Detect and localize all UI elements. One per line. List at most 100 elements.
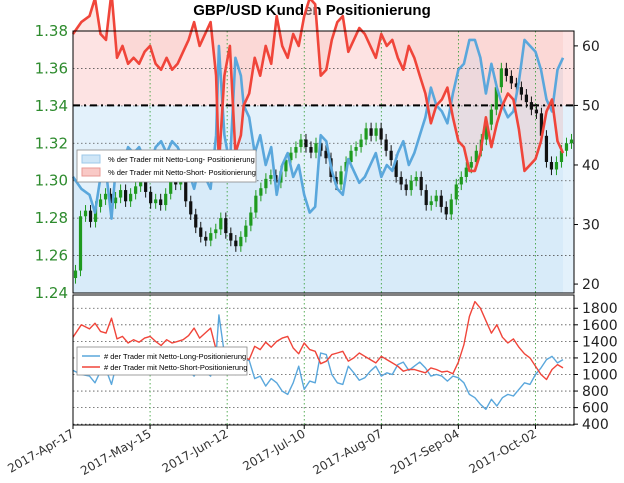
candle-body [439, 195, 443, 207]
candle-body [454, 184, 458, 200]
candle-body [504, 68, 508, 76]
candle-body [299, 139, 303, 148]
candle-body [379, 128, 383, 140]
candle-body [149, 191, 153, 204]
candle-body [184, 180, 188, 202]
legend-short-swatch [81, 167, 101, 177]
candle-body [229, 233, 233, 241]
candle-body [284, 160, 288, 172]
candle-body [404, 184, 408, 191]
right-tick-label-lower: 1600 [582, 318, 618, 334]
candle-body [244, 225, 248, 237]
candle-body [159, 199, 163, 206]
right-tick-label-lower: 1200 [582, 351, 618, 367]
candle-body [514, 83, 518, 88]
candle-body [364, 128, 368, 140]
candle-body [349, 150, 353, 162]
candle-body [369, 128, 373, 136]
candle-body [139, 178, 143, 187]
candle-body [169, 180, 173, 194]
legend-lower: # der Trader mit Netto-Long-Positionieru… [76, 346, 248, 376]
candle-body [174, 180, 178, 185]
candle-body [374, 128, 378, 136]
candle-body [194, 214, 198, 228]
candle-body [449, 199, 453, 215]
right-tick-label: 50 [582, 98, 600, 114]
candle-body [118, 190, 123, 198]
legend-long-label: % der Trader mit Netto-Long- Positionier… [108, 155, 255, 164]
candle-body [499, 68, 503, 88]
candle-body [494, 87, 498, 110]
x-tick-label: 2017-Jun-12 [160, 426, 231, 475]
left-tick-label: 1.26 [35, 247, 68, 265]
candle-body [134, 186, 138, 194]
right-tick-label-lower: 800 [582, 384, 609, 400]
right-tick-label-lower: 1000 [582, 367, 618, 383]
candle-body [394, 160, 398, 177]
candle-body [113, 197, 118, 204]
chart-title: GBP/USD Kunden Positionierung [193, 2, 431, 19]
candle-body [314, 143, 318, 153]
x-tick-label: 2017-Oct-02 [467, 426, 539, 476]
right-tick-label: 60 [582, 39, 600, 55]
candle-body [474, 150, 478, 162]
series-long-pct [71, 38, 565, 220]
candle-body [269, 175, 273, 179]
candle-body [569, 139, 574, 144]
x-tick-label: 2017-Jul-10 [240, 426, 307, 473]
legend-lower-box [76, 346, 248, 376]
candle-body [93, 206, 98, 222]
x-tick-label: 2017-Apr-17 [5, 426, 76, 475]
candle-body [489, 109, 493, 125]
candle-body [103, 193, 108, 200]
candle-body [249, 212, 253, 226]
short-area [73, 0, 563, 171]
candle-body [549, 162, 554, 170]
left-tick-label: 1.24 [35, 284, 68, 302]
candle-body [164, 193, 168, 206]
candle-body [559, 150, 564, 162]
x-tick-label: 2017-Sep-04 [388, 426, 462, 477]
candle-body [424, 190, 428, 206]
candle-body [339, 171, 343, 185]
candle-body [309, 147, 313, 153]
candle-body [108, 193, 113, 204]
left-tick-label: 1.36 [35, 59, 68, 77]
legend-short-label: % der Trader mit Netto-Short- Positionie… [108, 168, 256, 177]
candle-body [214, 229, 218, 234]
upper-frame [72, 30, 575, 294]
candle-body [73, 270, 78, 279]
series-short-count [72, 300, 564, 381]
candle-body [234, 240, 238, 247]
candle-body [289, 152, 293, 161]
legend-short-count-label: # der Trader mit Netto-Short-Positionier… [104, 363, 247, 372]
lower-frame [72, 294, 575, 426]
right-tick-label: 30 [582, 218, 600, 234]
legend-upper-box [76, 149, 257, 183]
candle-body [419, 176, 423, 191]
candle-body [254, 195, 258, 213]
candle-body [219, 218, 223, 230]
candle-body [529, 102, 534, 110]
candle-body [359, 139, 363, 148]
candle-body [429, 201, 433, 206]
candle-body [434, 195, 438, 202]
candle-body [524, 94, 529, 103]
candle-body [409, 180, 413, 191]
right-tick-label-lower: 1800 [582, 301, 618, 317]
candle-body [534, 109, 539, 114]
candle-body [464, 167, 468, 177]
candle-body [324, 150, 328, 159]
candle-body [264, 178, 268, 189]
candle-body [144, 178, 148, 192]
candle-body [209, 233, 213, 241]
right-tick-label-lower: 400 [582, 417, 609, 433]
candle-body [444, 206, 448, 215]
legend-long-swatch [81, 154, 101, 164]
candle-body [384, 139, 388, 151]
candle-body [259, 188, 263, 196]
candle-body [98, 199, 103, 207]
candle-body [304, 139, 308, 148]
right-tick-label-lower: 600 [582, 401, 609, 417]
candle-body [519, 87, 523, 95]
